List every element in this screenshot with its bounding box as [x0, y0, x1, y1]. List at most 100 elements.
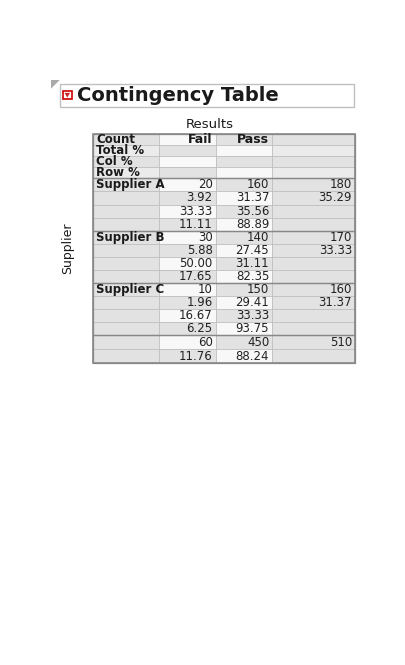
Bar — [159, 205, 216, 217]
Text: 33.33: 33.33 — [319, 244, 352, 257]
Bar — [93, 231, 159, 244]
Text: 31.37: 31.37 — [319, 296, 352, 309]
Bar — [159, 178, 216, 192]
Text: 6.25: 6.25 — [186, 323, 213, 335]
Text: Supplier A: Supplier A — [96, 178, 165, 192]
Bar — [272, 296, 355, 309]
Bar — [93, 283, 159, 296]
Bar — [159, 335, 216, 349]
Bar — [159, 309, 216, 323]
Text: 11.11: 11.11 — [179, 217, 213, 231]
Text: 140: 140 — [247, 231, 269, 244]
Bar — [159, 217, 216, 231]
Bar — [93, 231, 355, 283]
Bar — [216, 156, 272, 167]
Text: Pass: Pass — [237, 133, 269, 146]
Text: Contingency Table: Contingency Table — [77, 86, 279, 104]
Bar — [272, 335, 355, 349]
Bar — [159, 349, 216, 363]
Bar — [93, 205, 159, 217]
Text: 31.37: 31.37 — [236, 192, 269, 205]
Text: Results: Results — [185, 118, 234, 131]
Text: 35.29: 35.29 — [319, 192, 352, 205]
Text: 33.33: 33.33 — [179, 205, 213, 217]
Bar — [216, 205, 272, 217]
Bar — [93, 156, 159, 167]
Bar — [216, 134, 272, 145]
Bar — [272, 231, 355, 244]
Text: 11.76: 11.76 — [179, 350, 213, 362]
Text: Count: Count — [96, 133, 135, 146]
Bar — [159, 296, 216, 309]
Bar — [63, 90, 72, 99]
Bar — [93, 349, 159, 363]
Text: 17.65: 17.65 — [179, 270, 213, 283]
Text: 50.00: 50.00 — [179, 257, 213, 270]
Text: 33.33: 33.33 — [236, 309, 269, 323]
Bar — [93, 167, 159, 178]
Bar — [216, 309, 272, 323]
Bar — [159, 257, 216, 270]
Bar — [272, 244, 355, 257]
Text: 82.35: 82.35 — [236, 270, 269, 283]
Text: 5.88: 5.88 — [187, 244, 213, 257]
Text: Total %: Total % — [96, 144, 145, 157]
Bar — [272, 217, 355, 231]
Text: 88.89: 88.89 — [236, 217, 269, 231]
Text: Row %: Row % — [96, 166, 140, 180]
Bar — [216, 270, 272, 283]
Bar — [216, 349, 272, 363]
Bar — [272, 257, 355, 270]
Bar — [93, 217, 159, 231]
Bar — [216, 231, 272, 244]
Text: 88.24: 88.24 — [236, 350, 269, 362]
Text: 180: 180 — [330, 178, 352, 192]
Bar — [93, 335, 355, 363]
Bar — [216, 217, 272, 231]
Bar — [272, 270, 355, 283]
Bar — [159, 156, 216, 167]
Text: Supplier B: Supplier B — [96, 231, 165, 244]
Bar — [159, 192, 216, 205]
Text: 27.45: 27.45 — [236, 244, 269, 257]
Bar — [159, 145, 216, 156]
Polygon shape — [64, 93, 70, 98]
Bar — [216, 167, 272, 178]
Bar — [272, 145, 355, 156]
Bar — [159, 231, 216, 244]
Bar — [93, 192, 159, 205]
Bar — [93, 309, 159, 323]
Polygon shape — [51, 80, 60, 89]
Bar — [159, 283, 216, 296]
Bar — [159, 270, 216, 283]
Text: Col %: Col % — [96, 155, 133, 168]
Bar — [216, 145, 272, 156]
Bar — [93, 178, 159, 192]
Bar — [272, 167, 355, 178]
Bar — [216, 323, 272, 335]
Bar — [93, 134, 159, 145]
Bar — [272, 178, 355, 192]
Text: 35.56: 35.56 — [236, 205, 269, 217]
Text: 60: 60 — [198, 336, 213, 349]
Bar — [216, 283, 272, 296]
Bar — [272, 349, 355, 363]
Bar — [272, 156, 355, 167]
Text: 93.75: 93.75 — [236, 323, 269, 335]
Bar — [272, 205, 355, 217]
Text: 29.41: 29.41 — [235, 296, 269, 309]
Text: 510: 510 — [330, 336, 352, 349]
Bar — [216, 192, 272, 205]
Text: 450: 450 — [247, 336, 269, 349]
Text: 170: 170 — [330, 231, 352, 244]
Bar — [93, 335, 159, 349]
Bar — [216, 178, 272, 192]
Bar — [159, 323, 216, 335]
Bar — [272, 192, 355, 205]
Bar — [272, 134, 355, 145]
Bar — [159, 134, 216, 145]
Bar — [272, 283, 355, 296]
Bar — [93, 257, 159, 270]
Bar — [60, 84, 354, 107]
Bar — [93, 178, 355, 231]
